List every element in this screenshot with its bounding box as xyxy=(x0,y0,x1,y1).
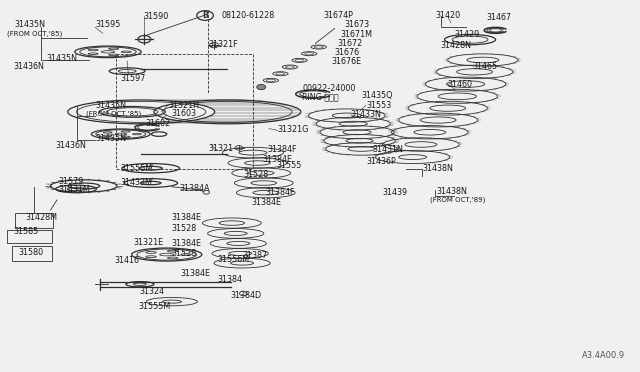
Text: 31439: 31439 xyxy=(383,188,408,197)
Text: 31384F: 31384F xyxy=(266,188,295,197)
Text: 31436P: 31436P xyxy=(366,157,396,166)
Text: 31603: 31603 xyxy=(172,109,197,118)
Text: 31674P: 31674P xyxy=(323,11,353,20)
Text: 31431N: 31431N xyxy=(372,145,403,154)
Text: 31579: 31579 xyxy=(58,177,84,186)
Text: 31384F: 31384F xyxy=(268,145,297,154)
Text: 31673: 31673 xyxy=(344,20,369,29)
Circle shape xyxy=(257,84,266,90)
Text: 31436N: 31436N xyxy=(55,141,86,151)
Text: 31384D: 31384D xyxy=(230,291,262,300)
Text: 31433M: 31433M xyxy=(121,178,152,187)
Text: 31428N: 31428N xyxy=(440,41,471,50)
Text: 31555: 31555 xyxy=(276,161,302,170)
Text: 31416: 31416 xyxy=(115,256,140,265)
Text: 31435N: 31435N xyxy=(15,20,45,29)
Text: 31384E: 31384E xyxy=(172,239,202,248)
Text: 31429: 31429 xyxy=(454,30,479,39)
Text: 31438N: 31438N xyxy=(436,187,467,196)
Text: 31580: 31580 xyxy=(19,248,44,257)
Text: 31321F: 31321F xyxy=(209,40,239,49)
Text: 31676: 31676 xyxy=(334,48,359,57)
Text: 31321E: 31321E xyxy=(134,238,164,247)
Text: 31384: 31384 xyxy=(218,275,243,284)
Text: 31465: 31465 xyxy=(472,62,497,71)
Text: 31435N: 31435N xyxy=(47,54,77,62)
Text: 31590: 31590 xyxy=(143,12,168,21)
Text: 31324: 31324 xyxy=(140,287,165,296)
Text: 31436N: 31436N xyxy=(13,62,44,71)
Text: 31438N: 31438N xyxy=(422,164,453,173)
Text: 31435Q: 31435Q xyxy=(362,91,393,100)
Bar xyxy=(7,231,52,243)
Text: 31384E: 31384E xyxy=(252,198,282,207)
Text: (FROM OCT,'85): (FROM OCT,'85) xyxy=(86,110,141,117)
Text: 31387: 31387 xyxy=(242,251,268,260)
Text: 31433N: 31433N xyxy=(351,110,381,119)
Text: 31435N: 31435N xyxy=(95,101,126,110)
Text: 31435N: 31435N xyxy=(95,134,126,143)
Text: (FROM OCT,'85): (FROM OCT,'85) xyxy=(7,31,62,37)
Text: 31321H: 31321H xyxy=(168,101,199,110)
Text: 31384E: 31384E xyxy=(262,155,292,164)
Text: A3.4A00.9: A3.4A00.9 xyxy=(582,351,625,360)
Text: 31555M: 31555M xyxy=(138,302,170,311)
Text: 31528: 31528 xyxy=(172,249,197,258)
Text: 31460: 31460 xyxy=(448,80,473,89)
Text: 31597: 31597 xyxy=(121,74,146,83)
Text: 31321G: 31321G xyxy=(278,125,309,134)
Text: 31671M: 31671M xyxy=(340,29,372,39)
Text: 31431M: 31431M xyxy=(58,185,90,194)
Text: 31384E: 31384E xyxy=(180,269,211,278)
Text: 31595: 31595 xyxy=(95,20,120,29)
Text: 31553: 31553 xyxy=(366,101,391,110)
Text: 31555M: 31555M xyxy=(121,164,153,173)
Text: RING リング: RING リング xyxy=(302,93,339,102)
Text: 31420: 31420 xyxy=(435,11,460,20)
Text: 31528: 31528 xyxy=(243,170,269,179)
Text: 31602: 31602 xyxy=(145,119,170,128)
Text: 31428M: 31428M xyxy=(25,213,57,222)
Text: 31384A: 31384A xyxy=(179,185,210,193)
Text: 31384E: 31384E xyxy=(172,213,202,222)
Text: 31556M: 31556M xyxy=(218,255,250,264)
Text: 31467: 31467 xyxy=(486,13,511,22)
Text: 31585: 31585 xyxy=(13,227,38,236)
Text: 08120-61228: 08120-61228 xyxy=(221,11,275,20)
Text: 31676E: 31676E xyxy=(332,57,362,66)
Text: (FROM OCT,'89): (FROM OCT,'89) xyxy=(430,197,485,203)
Text: 31321: 31321 xyxy=(208,144,234,153)
Text: 00922-24000: 00922-24000 xyxy=(302,84,355,93)
Text: 31528: 31528 xyxy=(172,224,197,233)
Text: B: B xyxy=(202,11,208,20)
Bar xyxy=(12,246,52,261)
Text: 31672: 31672 xyxy=(338,39,363,48)
Bar xyxy=(15,213,53,228)
